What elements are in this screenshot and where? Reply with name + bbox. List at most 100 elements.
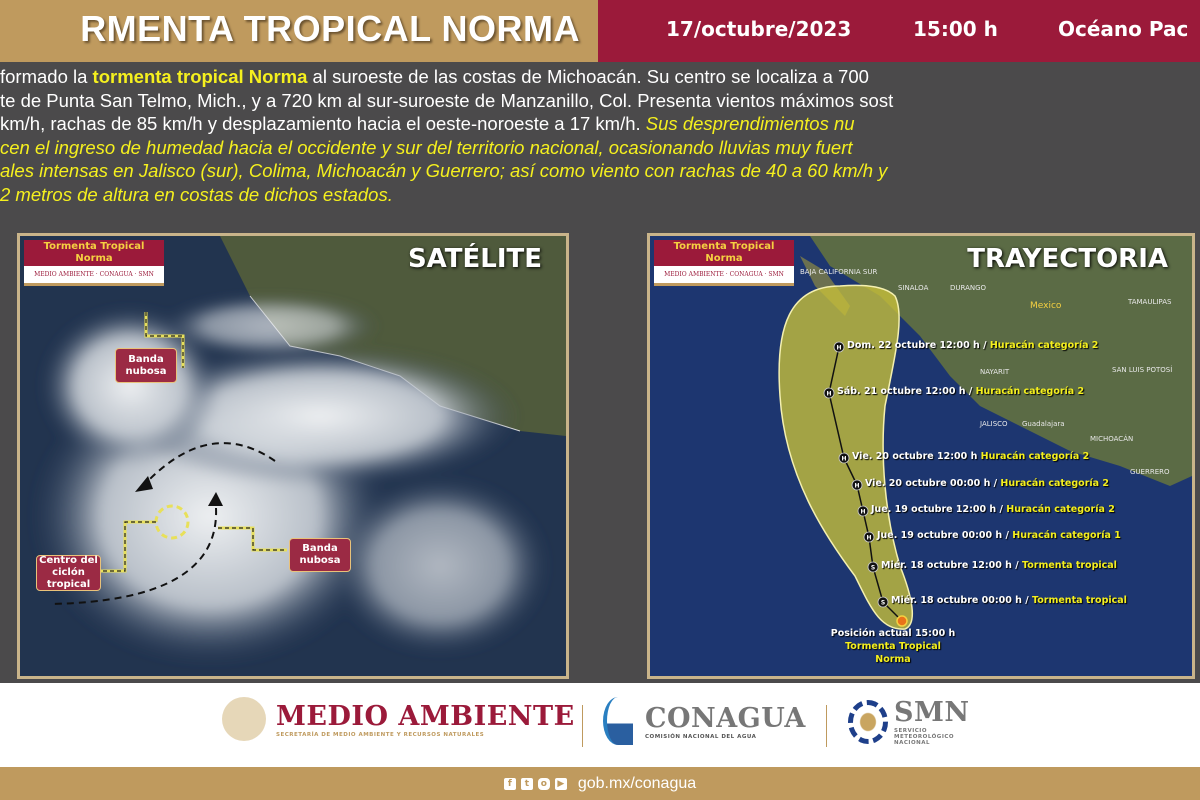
forecast-date: Miér. 18 octubre 12:00 h /	[881, 560, 1023, 571]
text: cen el ingreso de humedad hacia el occid…	[0, 136, 853, 158]
forecast-date: Jue. 19 octubre 00:00 h /	[877, 530, 1013, 541]
conagua-subtitle: COMISIÓN NACIONAL DEL AGUA	[645, 733, 757, 740]
conagua-name: CONAGUA	[645, 702, 806, 734]
forecast-date: Vie. 20 octubre 12:00 h	[852, 451, 981, 462]
forecast-symbol: H	[866, 535, 871, 542]
forecast-date: Vie. 20 octubre 00:00 h /	[865, 478, 1001, 489]
semarnat-logo: MEDIO AMBIENTE SECRETARÍA DE MEDIO AMBIEN…	[222, 697, 575, 741]
map-label: Guadalajara	[1022, 420, 1065, 428]
website-link[interactable]: gob.mx/conagua	[577, 774, 697, 792]
forecast-symbol: H	[826, 391, 831, 398]
satellite-image	[20, 236, 566, 676]
forecast-label: Jue. 19 octubre 00:00 h / Huracán catego…	[877, 530, 1121, 541]
smn-subtitle: SERVICIO METEOROLÓGICO NACIONAL	[894, 728, 955, 746]
label-banda-nubosa: Banda nubosa	[115, 348, 177, 383]
current-position-label: Posición actual 15:00 h Tormenta Tropical…	[828, 627, 958, 666]
text: te de Punta San Telmo, Mich., y a 720 km…	[0, 89, 894, 111]
text: al suroeste de las costas de Michoacán. …	[307, 66, 869, 87]
current-position-time: Posición actual 15:00 h	[830, 628, 956, 639]
forecast-label: Miér. 18 octubre 12:00 h / Tormenta trop…	[881, 560, 1117, 571]
map-label: SINALOA	[898, 284, 929, 292]
map-label: BAJA CALIFORNIA SUR	[800, 268, 877, 276]
facebook-icon[interactable]: f	[503, 777, 516, 790]
instagram-icon[interactable]: o	[537, 777, 550, 790]
forecast-category: Huracán categoría 2	[1006, 504, 1115, 515]
storm-name-highlight: tormenta tropical Norma	[92, 66, 308, 87]
text: ales intensas en Jalisco (sur), Colima, …	[0, 160, 888, 181]
trajectory-map: DURANGO SINALOA NAYARIT JALISCO MICHOACÁN GUE…	[650, 236, 1192, 676]
forecast-symbol: H	[841, 456, 846, 463]
badge-logos: MEDIO AMBIENTE · CONAGUA · SMN	[34, 271, 154, 278]
map-label: NAYARIT	[980, 368, 1010, 376]
smn-logo: SMN SERVICIO METEOROLÓGICO NACIONAL	[848, 697, 970, 746]
forecast-label: Dom. 22 octubre 12:00 h / Huracán catego…	[847, 340, 1098, 351]
forecast-date: Jue. 19 octubre 12:00 h /	[871, 504, 1007, 515]
smn-icon	[848, 699, 888, 744]
forecast-category: Huracán categoría 2	[1000, 478, 1109, 489]
youtube-icon[interactable]: ▶	[554, 777, 567, 790]
map-label: TAMAULIPAS	[1127, 298, 1172, 306]
label-centro-ciclon: Centro del ciclón tropical	[36, 555, 101, 591]
map-label: GUERRERO	[1130, 468, 1170, 476]
divider	[826, 705, 827, 747]
badge-title: Tormenta Tropical Norma	[654, 240, 794, 266]
divider	[582, 705, 583, 747]
forecast-label: Jue. 19 octubre 12:00 h / Huracán catego…	[871, 504, 1115, 515]
text: 2 metros de altura en costas de dichos e…	[0, 183, 393, 205]
forecast-point	[857, 505, 869, 517]
twitter-icon[interactable]: t	[520, 777, 533, 790]
forecast-point	[851, 479, 863, 491]
forecast-point	[867, 561, 879, 573]
forecast-date: Dom. 22 octubre 12:00 h /	[847, 340, 990, 351]
forecast-symbol: S	[881, 600, 885, 607]
forecast-label: Sáb. 21 octubre 12:00 h / Huracán catego…	[837, 386, 1084, 397]
social-bar: f t o ▶ gob.mx/conagua	[0, 767, 1200, 800]
semarnat-subtitle: SECRETARÍA DE MEDIO AMBIENTE Y RECURSOS …	[276, 731, 485, 738]
forecast-category: Huracán categoría 2	[980, 451, 1090, 462]
satellite-panel: Tormenta Tropical Norma MEDIO AMBIENTE · …	[17, 233, 569, 679]
forecast-label: Vie. 20 octubre 00:00 h / Huracán catego…	[865, 478, 1109, 489]
forecast-category: Tormenta tropical	[1022, 560, 1117, 571]
forecast-symbol: H	[854, 483, 859, 490]
forecast-category: Huracán categoría 2	[975, 386, 1085, 397]
bulletin-text: formado la tormenta tropical Norma al su…	[0, 66, 1200, 207]
bulletin-time: 15:00 h	[913, 17, 998, 41]
forecast-point	[823, 387, 835, 399]
header-info-banner: 17/octubre/2023 15:00 h Océano Pac	[598, 0, 1200, 62]
badge-title: Tormenta Tropical Norma	[24, 240, 164, 266]
forecast-symbol: H	[860, 509, 865, 516]
conagua-logo: CONAGUA COMISIÓN NACIONAL DEL AGUA	[603, 697, 806, 745]
forecast-symbol: S	[871, 565, 875, 572]
label-banda-nubosa: Banda nubosa	[289, 538, 351, 572]
forecast-point	[833, 341, 845, 353]
smn-name: SMN	[894, 697, 970, 728]
forecast-label: Vie. 20 octubre 12:00 h Huracán categorí…	[852, 451, 1089, 462]
current-storm-name: Tormenta Tropical Norma	[845, 641, 941, 665]
current-position-marker	[896, 615, 908, 627]
forecast-category: Huracán categoría 2	[989, 340, 1099, 351]
bulletin-region: Océano Pac	[1058, 17, 1189, 41]
text: km/h, rachas de 85 km/h y desplazamiento…	[0, 113, 646, 134]
panel-title: TRAYECTORIA	[967, 244, 1168, 274]
text: Sus desprendimientos nu	[645, 113, 855, 134]
forecast-category: Huracán categoría 1	[1012, 530, 1121, 541]
panel-title: SATÉLITE	[407, 244, 542, 274]
storm-badge: Tormenta Tropical Norma MEDIO AMBIENTE · …	[654, 240, 794, 286]
map-label: SAN LUIS POTOSÍ	[1112, 365, 1172, 374]
trajectory-panel: DURANGO SINALOA NAYARIT JALISCO MICHOACÁN GUE…	[647, 233, 1195, 679]
forecast-label: Miér. 18 octubre 00:00 h / Tormenta trop…	[891, 595, 1127, 606]
storm-badge: Tormenta Tropical Norma MEDIO AMBIENTE · …	[24, 240, 164, 286]
forecast-date: Sáb. 21 octubre 12:00 h /	[837, 386, 976, 397]
forecast-point	[838, 452, 850, 464]
footer-logos: MEDIO AMBIENTE SECRETARÍA DE MEDIO AMBIEN…	[0, 683, 1200, 767]
forecast-date: Miér. 18 octubre 00:00 h /	[891, 595, 1033, 606]
forecast-symbol: H	[836, 345, 841, 352]
semarnat-name: MEDIO AMBIENTE	[276, 700, 575, 732]
map-label: MICHOACÁN	[1090, 434, 1133, 443]
badge-logos: MEDIO AMBIENTE · CONAGUA · SMN	[664, 271, 784, 278]
conagua-icon	[603, 697, 633, 745]
forecast-category: Tormenta tropical	[1032, 595, 1127, 606]
mexico-seal-icon	[222, 697, 266, 741]
bulletin-date: 17/octubre/2023	[666, 17, 852, 41]
page-title: RMENTA TROPICAL NORMA	[80, 8, 580, 49]
